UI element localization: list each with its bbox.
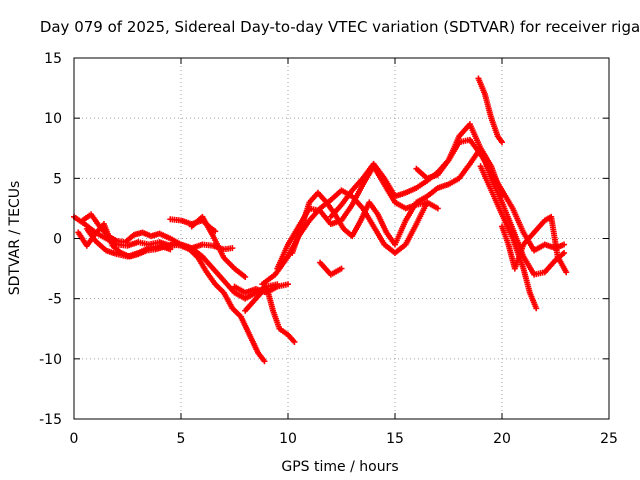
- data-point: [533, 305, 540, 312]
- y-tick-label: 0: [53, 232, 62, 248]
- y-tick-label: -10: [39, 352, 62, 368]
- series-track-j: [274, 163, 441, 272]
- y-tick-label: -5: [48, 292, 62, 308]
- data-point: [229, 245, 236, 252]
- y-tick-label: 15: [44, 51, 62, 67]
- series-track-h: [231, 281, 291, 296]
- data-point: [338, 265, 345, 272]
- series-track-d: [83, 225, 174, 260]
- data-point: [563, 269, 570, 276]
- data-point: [167, 246, 174, 253]
- x-tick-label: 10: [279, 431, 297, 447]
- chart-title: Day 079 of 2025, Sidereal Day-to-day VTE…: [40, 18, 640, 36]
- series-track-o: [475, 75, 505, 146]
- x-tick-label: 0: [70, 431, 79, 447]
- data-point: [561, 249, 568, 256]
- y-tick-label: 5: [53, 171, 62, 187]
- data-point: [285, 281, 291, 288]
- y-tick-label: -15: [39, 412, 62, 428]
- x-axis-label: GPS time / hours: [281, 459, 398, 475]
- data-point: [561, 241, 568, 248]
- series-track-c: [79, 211, 236, 253]
- data-point: [212, 228, 219, 235]
- y-axis-label: SDTVAR / TECUs: [7, 181, 23, 296]
- axis-ticks: 0 5 10 15 20 25 -15 -10 -5 0 5 10 15: [39, 51, 618, 447]
- series-track-f: [188, 213, 249, 281]
- data-points: [71, 75, 570, 365]
- y-tick-label: 10: [44, 111, 62, 127]
- x-tick-label: 5: [177, 431, 186, 447]
- data-point: [434, 205, 441, 212]
- data-point: [499, 139, 505, 146]
- series-track-l: [317, 259, 345, 278]
- series-track-q: [499, 213, 570, 276]
- x-tick-label: 15: [386, 431, 404, 447]
- data-point: [261, 358, 268, 365]
- data-point: [242, 274, 249, 281]
- data-point: [291, 338, 298, 345]
- x-tick-label: 20: [493, 431, 511, 447]
- series-track-p: [477, 163, 540, 312]
- x-tick-label: 25: [600, 431, 618, 447]
